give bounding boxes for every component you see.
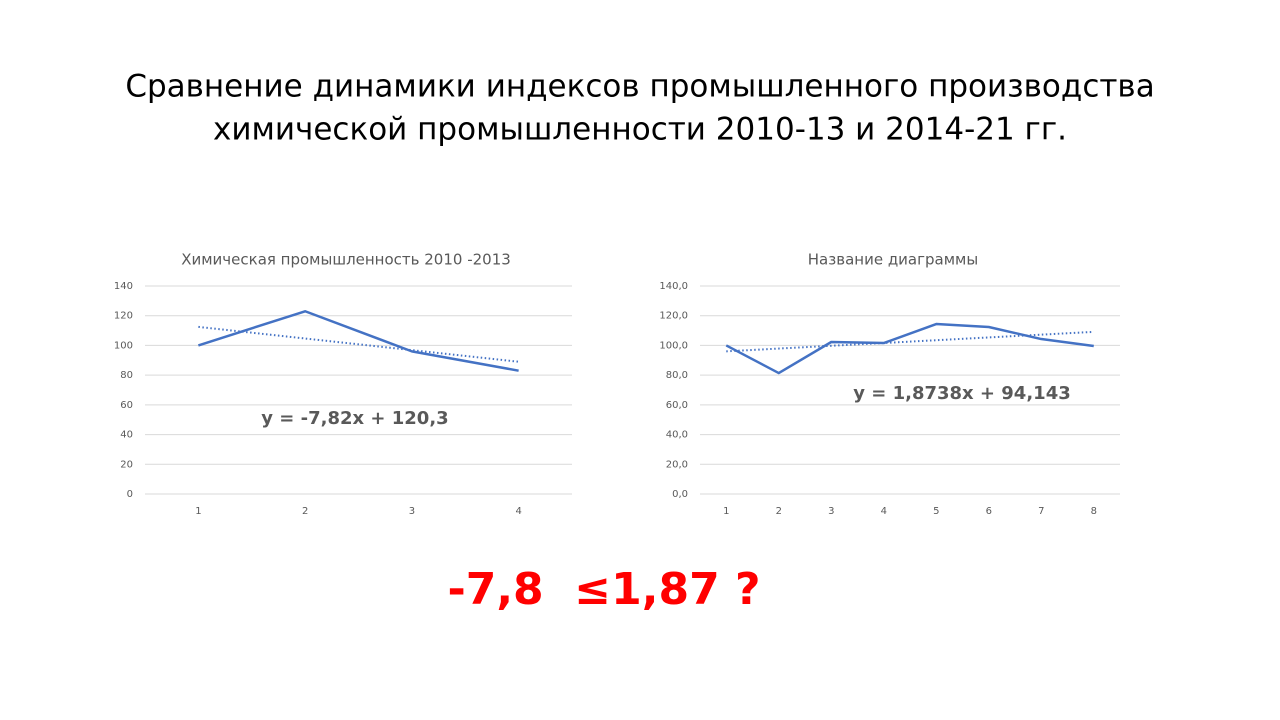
slide-title: Сравнение динамики индексов промышленног… [125, 69, 1154, 105]
y-tick-label: 20,0 [666, 459, 688, 470]
x-tick-label: 3 [409, 506, 415, 517]
x-tick-label: 4 [881, 506, 887, 517]
y-tick-label: 40,0 [666, 430, 688, 441]
chart-title: Химическая промышленность 2010 -2013 [181, 251, 511, 269]
y-tick-label: 100,0 [659, 340, 688, 351]
x-tick-label: 7 [1038, 506, 1044, 517]
trendline-equation: y = 1,8738x + 94,143 [853, 383, 1071, 404]
x-tick-label: 2 [776, 506, 782, 517]
y-tick-label: 0 [127, 489, 133, 500]
x-tick-label: 5 [933, 506, 939, 517]
trendline [198, 325, 519, 363]
chart-title: Название диаграммы [808, 251, 978, 269]
y-tick-label: 0,0 [672, 489, 688, 500]
x-tick-label: 8 [1091, 506, 1097, 517]
y-tick-label: 20 [120, 459, 133, 470]
x-tick-label: 4 [515, 506, 521, 517]
trendline [726, 330, 1094, 353]
x-tick-label: 3 [828, 506, 834, 517]
x-tick-label: 6 [986, 506, 992, 517]
y-tick-label: 120 [114, 311, 133, 322]
data-line [725, 322, 1094, 375]
slide-title: химической промышленности 2010-13 и 2014… [213, 112, 1067, 148]
y-tick-label: 60 [120, 400, 133, 411]
y-tick-label: 40 [120, 430, 133, 441]
trendline-equation: y = -7,82x + 120,3 [261, 408, 448, 429]
y-tick-label: 80 [120, 370, 133, 381]
x-tick-label: 2 [302, 506, 308, 517]
y-tick-label: 140,0 [659, 281, 688, 292]
y-tick-label: 120,0 [659, 311, 688, 322]
y-tick-label: 60,0 [666, 400, 688, 411]
y-tick-label: 80,0 [666, 370, 688, 381]
x-tick-label: 1 [195, 506, 201, 517]
comparison-note: -7,8 ≤1,87 ? [447, 564, 760, 615]
x-tick-label: 1 [723, 506, 729, 517]
data-line [197, 310, 519, 372]
y-tick-label: 100 [114, 340, 133, 351]
y-tick-label: 140 [114, 281, 133, 292]
